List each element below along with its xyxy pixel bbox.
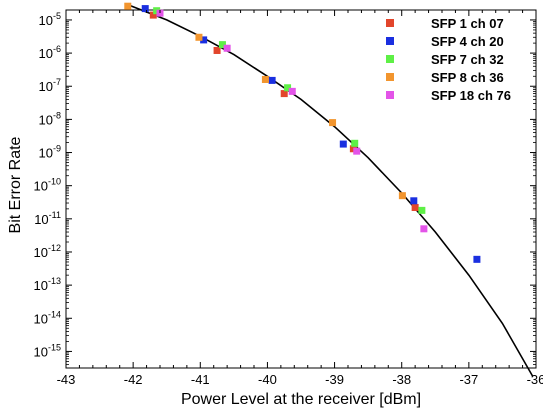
legend-marker <box>386 55 394 63</box>
data-point-series-1 <box>280 90 288 98</box>
data-point-series-4 <box>195 33 203 41</box>
x-tick-label: -43 <box>57 372 76 387</box>
x-axis-title: Power Level at the receiver [dBm] <box>181 391 421 408</box>
legend-label: SFP 4 ch 20 <box>431 34 504 49</box>
y-tick-label: 10-5 <box>39 11 61 28</box>
x-tick-label: -36 <box>527 372 543 387</box>
legend-label: SFP 8 ch 36 <box>431 70 504 85</box>
data-point-series-4 <box>261 75 269 83</box>
data-point-series-2 <box>141 5 149 13</box>
y-tick-label: 10-14 <box>34 309 61 326</box>
data-point-series-2 <box>200 36 208 44</box>
x-tick-label: -41 <box>191 372 210 387</box>
y-tick-label: 10-7 <box>39 77 61 94</box>
data-point-series-3 <box>218 41 226 49</box>
x-tick-label: -38 <box>392 372 411 387</box>
y-axis-ticks: 10-5 10-6 10-7 10-8 10-9 10-10 10-11 10-12 10-13… <box>34 11 536 366</box>
data-point-series-5 <box>223 44 231 52</box>
data-point-series-5 <box>156 9 164 17</box>
data-point-series-2 <box>410 197 418 205</box>
data-point-series-4 <box>329 119 337 127</box>
y-axis-title: Bit Error Rate <box>7 136 24 233</box>
y-tick-label: 10-12 <box>34 243 61 260</box>
data-point-series-3 <box>284 84 292 92</box>
data-point-series-2 <box>339 140 347 148</box>
y-tick-label: 10-15 <box>34 342 61 359</box>
data-point-series-3 <box>418 206 426 214</box>
legend-marker <box>386 73 394 81</box>
x-axis-ticks: -43 -42 -41 -40 -39 -38 -37 -36 <box>57 10 543 387</box>
data-point-series-3 <box>351 139 359 147</box>
y-tick-label: 10-10 <box>34 177 61 194</box>
legend-marker <box>386 37 394 45</box>
legend-label: SFP 1 ch 07 <box>431 16 504 31</box>
data-point-series-2 <box>268 76 276 84</box>
data-point-series-4 <box>124 2 132 10</box>
data-point-series-2 <box>473 255 481 263</box>
legend: SFP 1 ch 07 SFP 4 ch 20 SFP 7 ch 32 SFP 8 c… <box>386 16 511 103</box>
legend-marker <box>386 91 394 99</box>
y-tick-label: 10-11 <box>34 210 61 227</box>
y-tick-label: 10-6 <box>39 44 61 61</box>
legend-label: SFP 7 ch 32 <box>431 52 504 67</box>
data-point-series-5 <box>420 225 428 233</box>
x-tick-label: -40 <box>258 372 277 387</box>
data-point-series-1 <box>411 203 419 211</box>
data-point-series-1 <box>149 11 157 19</box>
x-tick-label: -42 <box>124 372 143 387</box>
y-tick-label: 10-8 <box>39 110 61 127</box>
y-tick-label: 10-13 <box>34 276 61 293</box>
data-points-layer <box>124 2 481 263</box>
legend-marker <box>386 19 394 27</box>
data-point-series-1 <box>213 46 221 54</box>
data-point-series-5 <box>353 147 361 155</box>
legend-label: SFP 18 ch 76 <box>431 88 511 103</box>
x-tick-label: -39 <box>325 372 344 387</box>
data-point-series-4 <box>398 192 406 200</box>
data-point-series-5 <box>288 87 296 95</box>
x-tick-label: -37 <box>459 372 478 387</box>
y-tick-label: 10-9 <box>39 144 61 161</box>
